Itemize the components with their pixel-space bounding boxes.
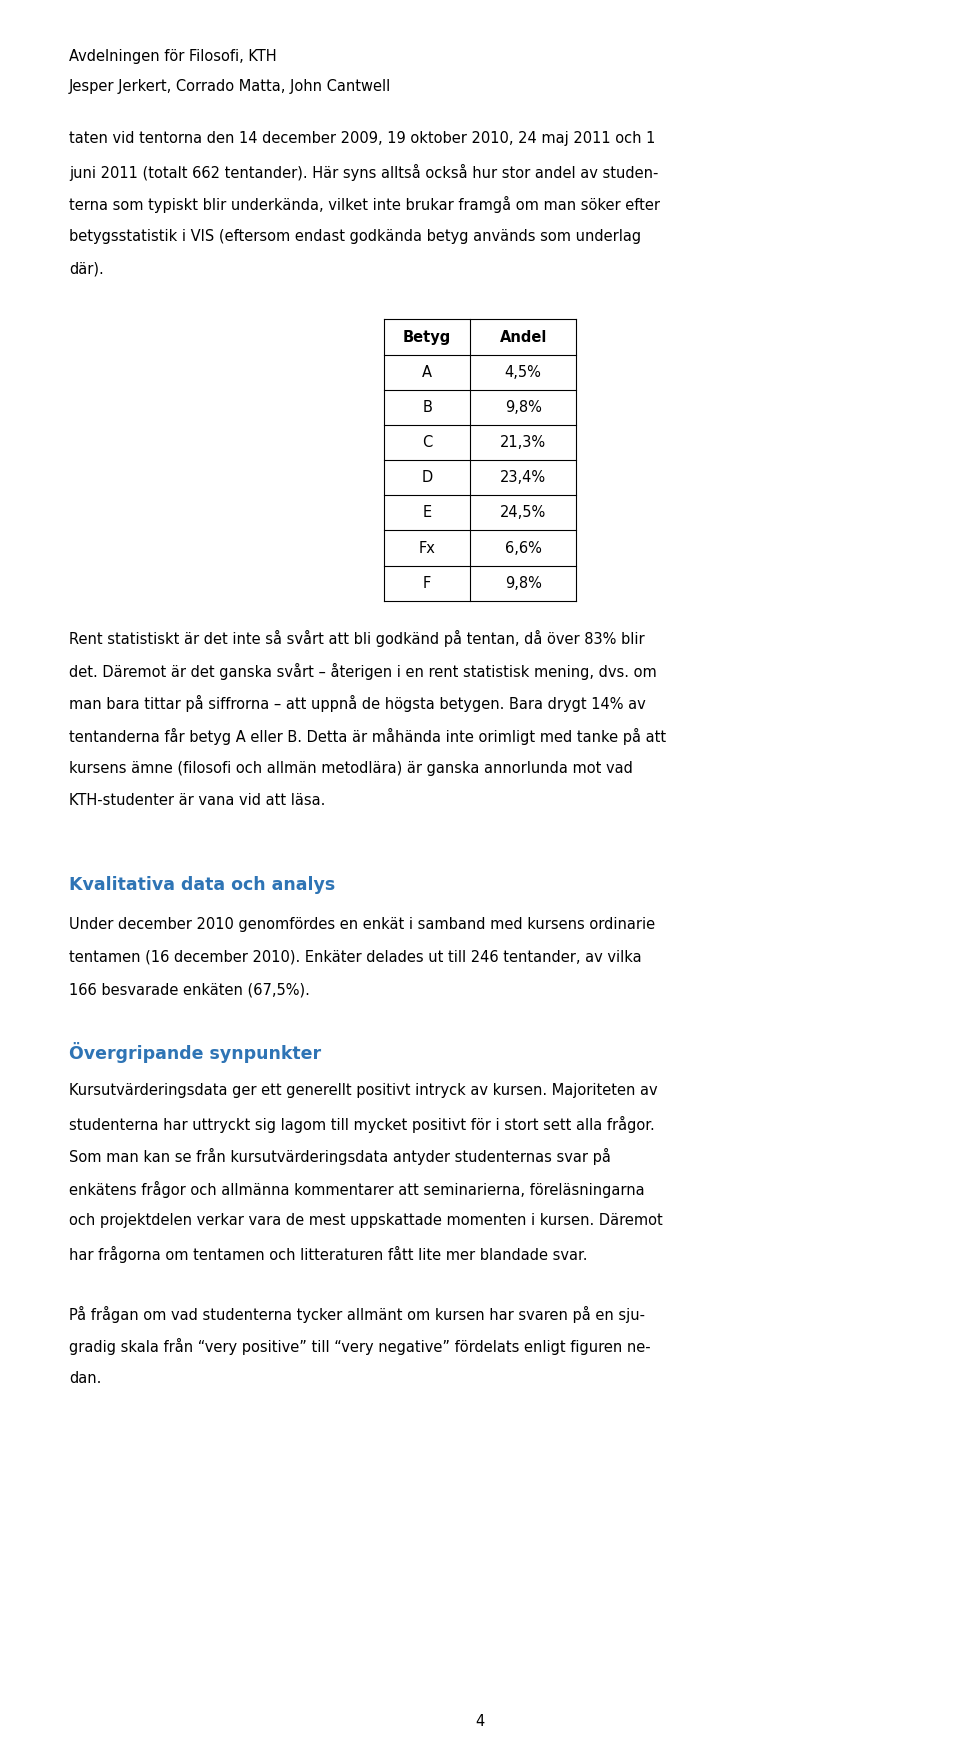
Text: Under december 2010 genomfördes en enkät i samband med kursens ordinarie: Under december 2010 genomfördes en enkät… [69,917,656,933]
Text: juni 2011 (totalt 662 tentander). Här syns alltså också hur stor andel av studen: juni 2011 (totalt 662 tentander). Här sy… [69,164,659,181]
Text: och projektdelen verkar vara de mest uppskattade momenten i kursen. Däremot: och projektdelen verkar vara de mest upp… [69,1213,662,1228]
Text: betygsstatistik i VIS (eftersom endast godkända betyg används som underlag: betygsstatistik i VIS (eftersom endast g… [69,229,641,245]
Text: Avdelningen för Filosofi, KTH: Avdelningen för Filosofi, KTH [69,49,276,65]
Text: F: F [423,576,431,591]
Text: 4,5%: 4,5% [505,364,541,380]
Text: 21,3%: 21,3% [500,435,546,451]
Text: Fx: Fx [419,540,436,556]
Text: Övergripande synpunkter: Övergripande synpunkter [69,1042,322,1063]
Text: tentamen (16 december 2010). Enkäter delades ut till 246 tentander, av vilka: tentamen (16 december 2010). Enkäter del… [69,950,641,964]
Text: enkätens frågor och allmänna kommentarer att seminarierna, föreläsningarna: enkätens frågor och allmänna kommentarer… [69,1181,645,1197]
Text: terna som typiskt blir underkända, vilket inte brukar framgå om man söker efter: terna som typiskt blir underkända, vilke… [69,197,660,213]
Text: E: E [422,505,432,521]
Text: Rent statistiskt är det inte så svårt att bli godkänd på tentan, då över 83% bli: Rent statistiskt är det inte så svårt at… [69,630,645,648]
Text: det. Däremot är det ganska svårt – återigen i en rent statistisk mening, dvs. om: det. Däremot är det ganska svårt – återi… [69,664,657,679]
Text: taten vid tentorna den 14 december 2009, 19 oktober 2010, 24 maj 2011 och 1: taten vid tentorna den 14 december 2009,… [69,132,656,146]
Text: kursens ämne (filosofi och allmän metodlära) är ganska annorlunda mot vad: kursens ämne (filosofi och allmän metodl… [69,760,633,776]
Text: studenterna har uttryckt sig lagom till mycket positivt för i stort sett alla fr: studenterna har uttryckt sig lagom till … [69,1116,655,1132]
Text: har frågorna om tentamen och litteraturen fått lite mer blandade svar.: har frågorna om tentamen och litterature… [69,1246,588,1262]
Text: där).: där). [69,262,104,276]
Text: 24,5%: 24,5% [500,505,546,521]
Text: Kursutvärderingsdata ger ett generellt positivt intryck av kursen. Majoriteten a: Kursutvärderingsdata ger ett generellt p… [69,1082,658,1098]
Text: Andel: Andel [499,329,547,345]
Text: Som man kan se från kursutvärderingsdata antyder studenternas svar på: Som man kan se från kursutvärderingsdata… [69,1148,611,1165]
Text: 166 besvarade enkäten (67,5%).: 166 besvarade enkäten (67,5%). [69,982,310,998]
Text: Betyg: Betyg [403,329,451,345]
Text: C: C [422,435,432,451]
Text: 23,4%: 23,4% [500,470,546,486]
Text: 6,6%: 6,6% [505,540,541,556]
Text: man bara tittar på siffrorna – att uppnå de högsta betygen. Bara drygt 14% av: man bara tittar på siffrorna – att uppnå… [69,695,646,713]
Text: På frågan om vad studenterna tycker allmänt om kursen har svaren på en sju-: På frågan om vad studenterna tycker allm… [69,1306,645,1324]
Text: KTH-studenter är vana vid att läsa.: KTH-studenter är vana vid att läsa. [69,794,325,808]
Text: D: D [421,470,433,486]
Text: gradig skala från “very positive” till “very negative” fördelats enligt figuren : gradig skala från “very positive” till “… [69,1338,651,1355]
Text: A: A [422,364,432,380]
Text: 9,8%: 9,8% [505,576,541,591]
Text: 9,8%: 9,8% [505,400,541,415]
Text: Kvalitativa data och analys: Kvalitativa data och analys [69,876,335,894]
Text: B: B [422,400,432,415]
Text: dan.: dan. [69,1371,102,1385]
Text: 4: 4 [475,1714,485,1728]
Text: tentanderna får betyg A eller B. Detta är måhända inte orimligt med tanke på att: tentanderna får betyg A eller B. Detta ä… [69,729,666,744]
Text: Jesper Jerkert, Corrado Matta, John Cantwell: Jesper Jerkert, Corrado Matta, John Cant… [69,79,392,95]
